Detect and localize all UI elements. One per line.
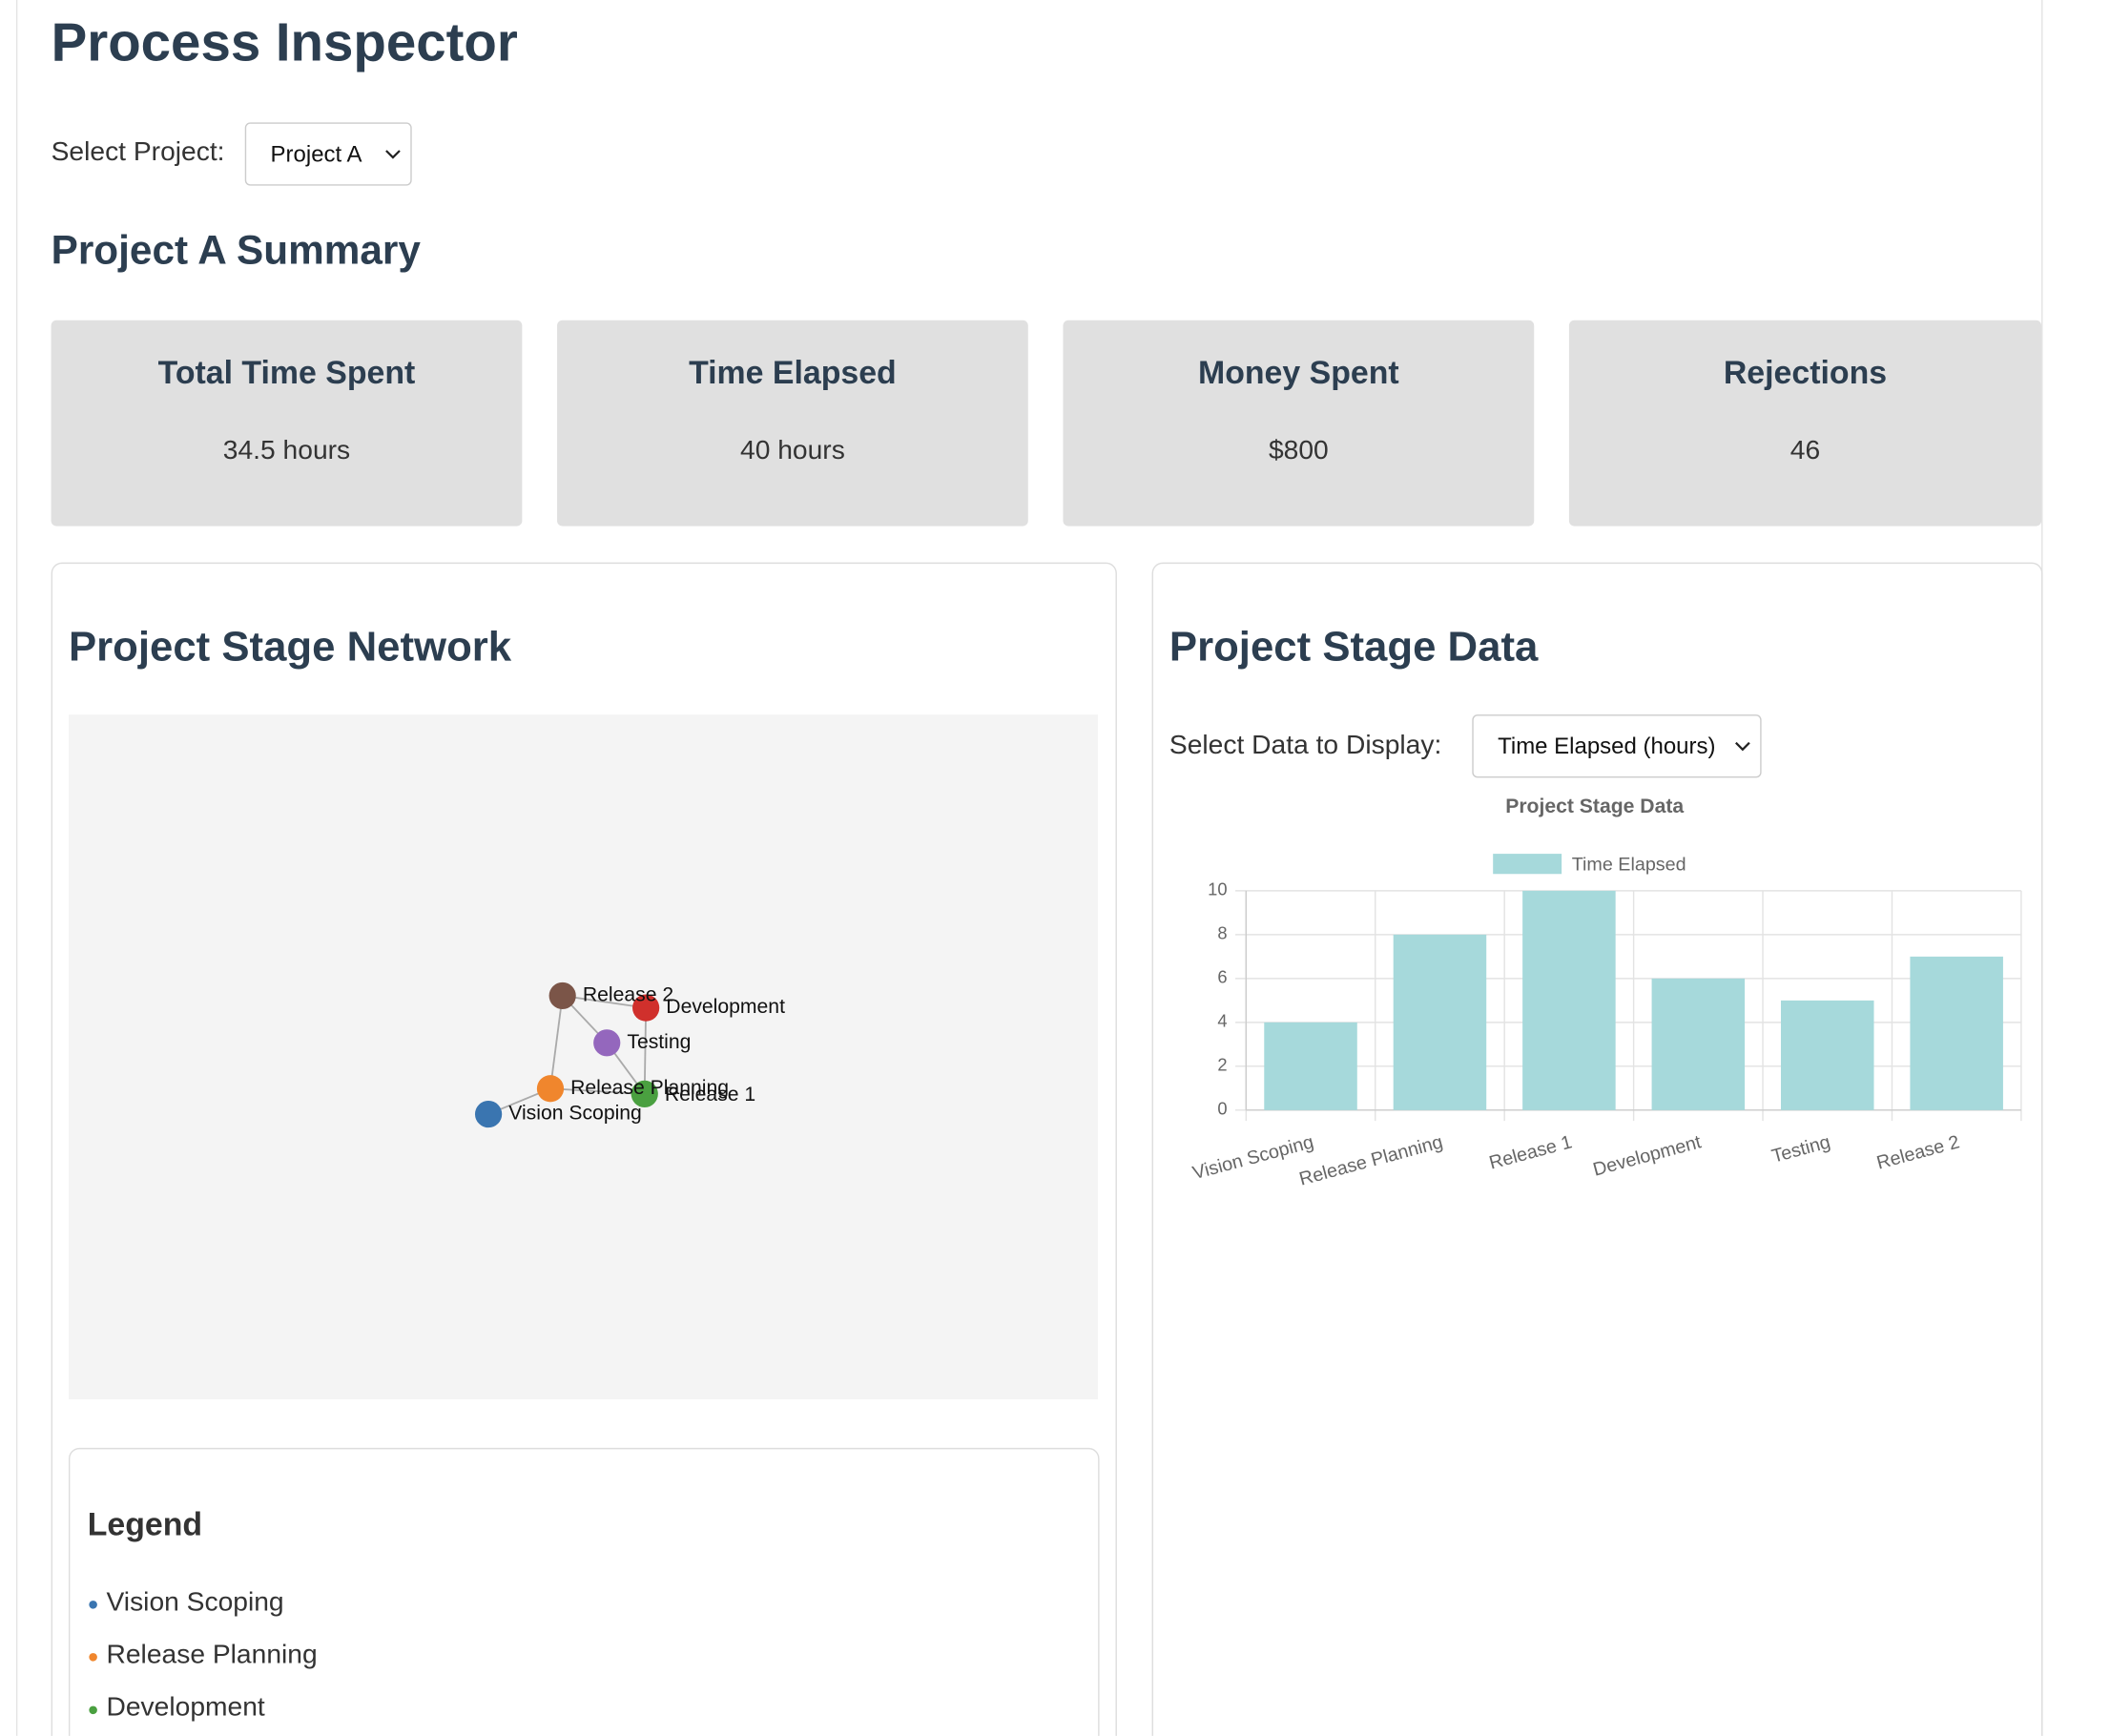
node[interactable] (536, 1075, 565, 1103)
bar (1522, 890, 1616, 1110)
card-title: Time Elapsed (689, 355, 897, 392)
legend-item: ● Release Planning (87, 1640, 318, 1670)
x-tick-label: Release Planning (1297, 1131, 1445, 1189)
legend-item: ● Vision Scoping (87, 1587, 284, 1618)
chart-section-title: Project Stage Data (1169, 623, 1539, 671)
chevron (1735, 741, 1750, 751)
edge (549, 995, 564, 1089)
bar (1393, 934, 1487, 1110)
legend-panel (68, 1447, 1100, 1736)
project-select[interactable]: Project A (244, 122, 412, 186)
card-title: Money Spent (1197, 355, 1399, 392)
edge (549, 1087, 645, 1095)
x-tick-label: Vision Scoping (1190, 1131, 1315, 1184)
summary-title: Project A Summary (51, 228, 421, 274)
select-label: Select Project: (51, 136, 225, 167)
select-value: Project A (270, 140, 362, 167)
card: Total Time Spent 34.5 hours (51, 320, 523, 527)
node[interactable] (474, 1100, 503, 1128)
select-label: Select Data to Display: (1169, 731, 1442, 761)
bar (1780, 1000, 1874, 1110)
card-value: 40 hours (740, 436, 845, 466)
legend-text: Release Planning (106, 1640, 318, 1670)
y-tick-label: 4 (1217, 1011, 1227, 1031)
chart-title: Project Stage Data (1505, 796, 1684, 817)
node-label: Release Planning (570, 1077, 729, 1099)
y-tick-label: 2 (1217, 1055, 1227, 1075)
card: Time Elapsed 40 hours (557, 320, 1028, 527)
x-tick-label: Release 2 (1874, 1131, 1962, 1173)
y-tick-label: 10 (1208, 879, 1227, 899)
edge (562, 995, 647, 1009)
x-tick-label: Release 1 (1487, 1131, 1575, 1173)
legend-text: Vision Scoping (106, 1587, 284, 1618)
node-label: Release 1 (665, 1084, 755, 1106)
legend-swatch (1493, 854, 1562, 875)
node[interactable] (548, 982, 576, 1010)
y-tick-label: 0 (1217, 1099, 1227, 1119)
legend-text: Development (106, 1692, 265, 1723)
chevron (385, 149, 401, 158)
card-title: Rejections (1723, 355, 1888, 392)
bar (1264, 1022, 1357, 1110)
edge (643, 1007, 648, 1094)
data-select[interactable]: Time Elapsed (hours) (1472, 714, 1762, 778)
node-label: Testing (627, 1031, 691, 1053)
network-graph: Vision Scoping Release Planning Developm… (68, 714, 1099, 1400)
card-value: $800 (1268, 436, 1329, 466)
y-tick-label: 8 (1217, 923, 1227, 943)
node[interactable] (593, 1029, 621, 1057)
bar-chart: Project Stage Data Time Elapsed 0 2 4 6 8 10 Vi… (1190, 796, 2022, 1190)
network-title: Project Stage Network (68, 623, 512, 671)
card-title: Total Time Spent (157, 355, 416, 392)
legend-item: ● Development (87, 1692, 265, 1723)
card: Money Spent $800 (1063, 320, 1535, 527)
bar (1651, 978, 1746, 1110)
page-title: Process Inspector (51, 13, 518, 73)
bar (1910, 956, 2003, 1110)
node-label: Vision Scoping (508, 1103, 642, 1125)
node-label: Release 2 (583, 984, 673, 1006)
node[interactable] (631, 1080, 658, 1108)
graph-bg (68, 714, 1099, 1400)
x-tick-label: Testing (1769, 1131, 1832, 1167)
card-value: 34.5 hours (222, 436, 351, 466)
node-label: Development (666, 996, 785, 1018)
legend-label: Time Elapsed (1572, 854, 1686, 875)
node[interactable] (632, 994, 660, 1022)
y-tick-label: 6 (1217, 967, 1227, 987)
legend-title: Legend (87, 1506, 203, 1544)
select-value: Time Elapsed (hours) (1498, 733, 1716, 758)
card: Rejections 46 (1568, 320, 2042, 527)
x-tick-label: Development (1591, 1131, 1705, 1180)
card-value: 46 (1789, 436, 1821, 466)
